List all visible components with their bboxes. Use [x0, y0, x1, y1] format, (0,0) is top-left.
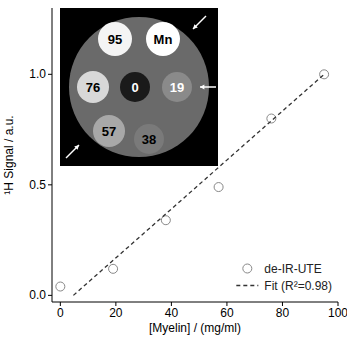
inset-arrowhead: [200, 85, 204, 90]
x-axis-title: [Myelin] / (mg/ml): [149, 321, 241, 335]
inset-arrowhead: [193, 24, 198, 29]
y-axis-title: ¹H Signal / a.u.: [2, 115, 16, 194]
inset-label: 38: [142, 132, 156, 147]
x-axis: [52, 302, 338, 303]
inset-arrowhead: [74, 145, 79, 150]
inset-label: 57: [102, 124, 116, 139]
phantom-vial: [162, 72, 192, 102]
y-tick: [48, 295, 52, 296]
data-point: [56, 282, 65, 291]
y-tick-label: 0.5: [29, 178, 46, 192]
inset-arrow: [193, 16, 206, 29]
y-tick: [48, 184, 52, 185]
phantom-vial: [77, 71, 109, 103]
legend-label: Fit (R²=0.98): [264, 279, 332, 293]
legend-swatch: [236, 285, 258, 286]
legend-swatch: [243, 264, 252, 273]
phantom-vial: [146, 22, 180, 56]
y-tick-label: 1.0: [29, 67, 46, 81]
x-tick-label: 40: [165, 306, 179, 320]
phantom-vial: [98, 22, 132, 56]
inset-label: 0: [131, 80, 138, 95]
plot-marks: [56, 70, 329, 296]
y-tick: [48, 74, 52, 75]
x-tick-label: 80: [276, 306, 290, 320]
phantom-vial: [120, 72, 150, 102]
chart: 0 20 40 60 80 100 0.0 0.5 1.0 [Myelin] / (mg/ml) ¹…: [0, 0, 347, 339]
inset-arrow: [66, 145, 79, 158]
x-tick-label: 60: [220, 306, 234, 320]
phantom-vial: [134, 124, 164, 154]
inset-label: 19: [170, 80, 184, 95]
legend: de-IR-UTE Fit (R²=0.98): [236, 262, 332, 293]
x-tick-label: 0: [57, 306, 64, 320]
data-point: [214, 183, 223, 192]
phantom: [69, 17, 209, 157]
inset-label: 76: [86, 80, 100, 95]
phantom-vial: [93, 115, 125, 147]
inset-bg: [60, 8, 218, 166]
x-tick-label: 20: [109, 306, 123, 320]
inset-image: [60, 8, 218, 166]
data-point: [161, 216, 170, 225]
inset-label: Mn: [154, 32, 173, 47]
fit-line: [73, 74, 324, 295]
y-tick-label: 0.0: [29, 288, 46, 302]
y-axis: [52, 8, 53, 302]
data-point: [109, 264, 118, 273]
inset-label: 95: [108, 32, 122, 47]
x-tick-label: 100: [328, 306, 347, 320]
legend-label: de-IR-UTE: [264, 262, 321, 276]
